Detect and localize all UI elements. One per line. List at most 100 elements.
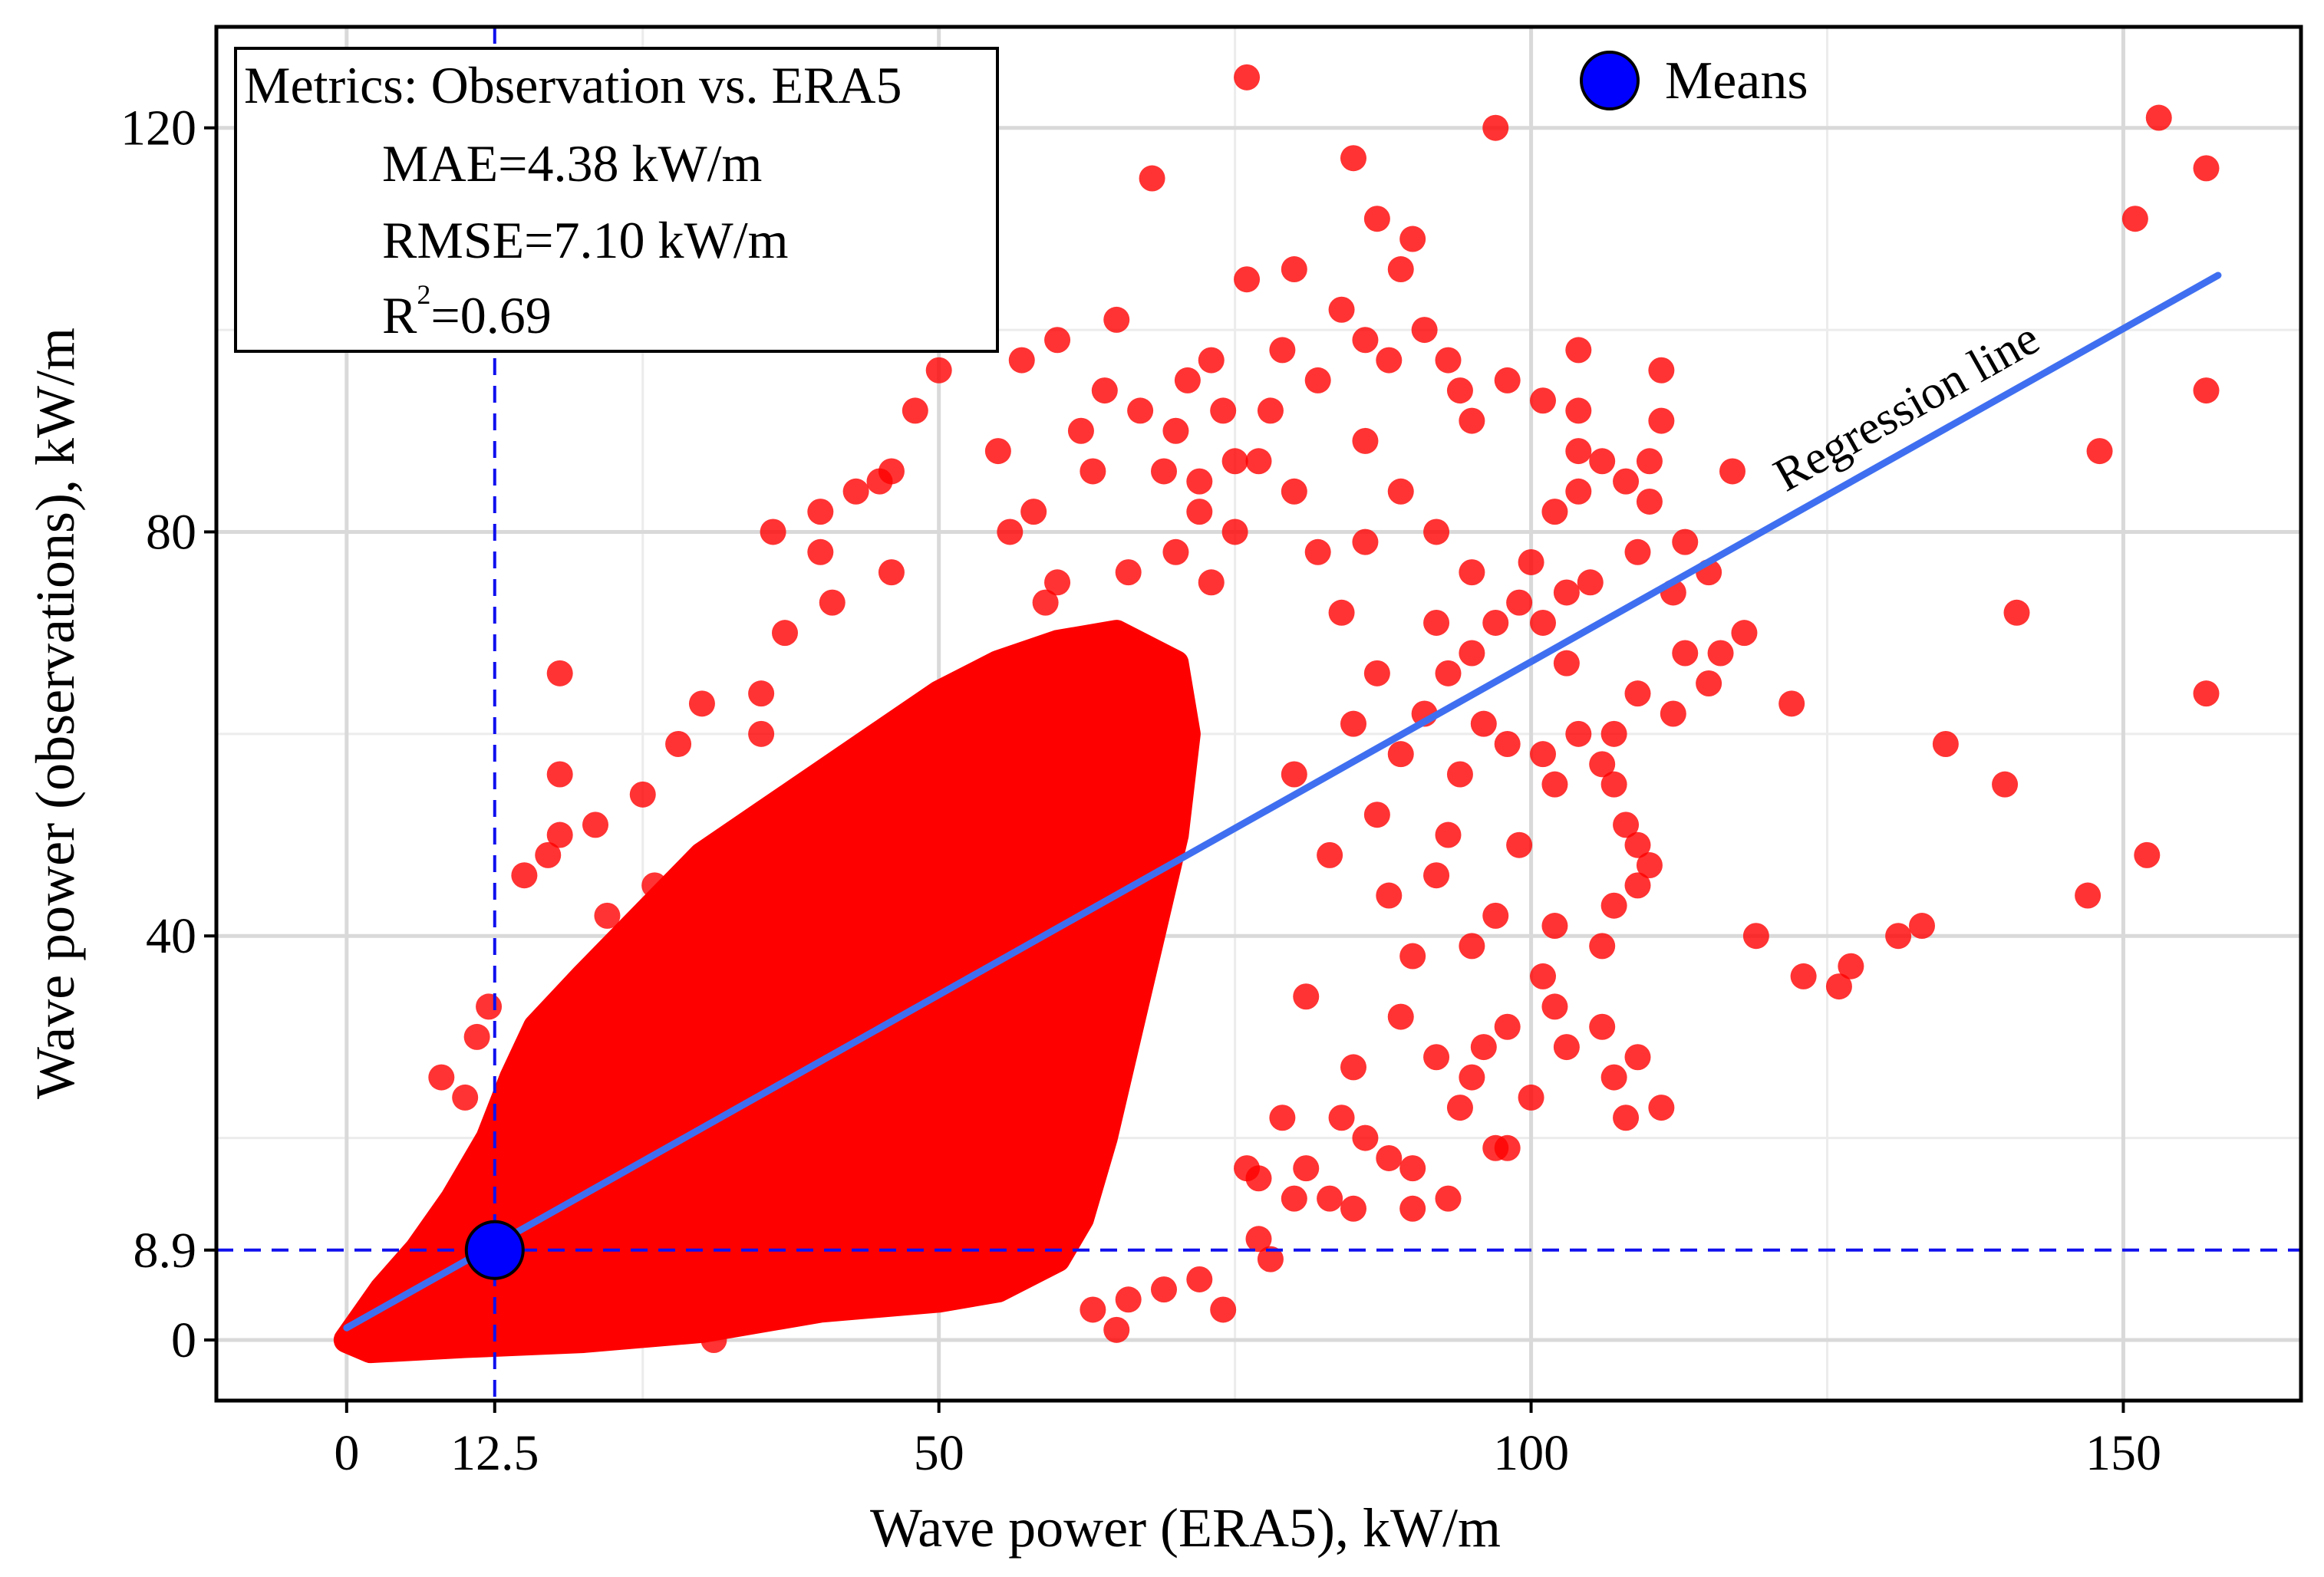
scatter-point: [1020, 499, 1047, 525]
scatter-point: [819, 589, 846, 616]
scatter-point: [641, 872, 668, 899]
scatter-point: [535, 841, 562, 868]
metrics-box-frame: [234, 47, 999, 353]
scatter-point: [1399, 1155, 1426, 1182]
scatter-point: [476, 993, 503, 1020]
scatter-point: [748, 720, 775, 747]
scatter-point: [1044, 327, 1071, 354]
scatter-point: [1482, 1134, 1509, 1161]
scatter-point: [1589, 751, 1616, 778]
scatter-point: [1423, 862, 1450, 889]
metrics-box: Metrics: Observation vs. ERA5 MAE=4.38 k…: [234, 47, 999, 353]
scatter-point: [1317, 841, 1343, 868]
scatter-point: [1589, 1013, 1616, 1040]
scatter-point: [1624, 1044, 1651, 1071]
scatter-point: [1613, 1105, 1640, 1131]
scatter-point: [1932, 731, 1959, 758]
scatter-point: [1565, 720, 1592, 747]
scatter-point: [1885, 923, 1912, 950]
scatter-point: [1281, 1185, 1307, 1212]
scatter-point: [1648, 407, 1675, 434]
scatter-point: [1506, 589, 1533, 616]
y-axis-title: Wave power (observations), kW/m: [25, 328, 86, 1099]
metrics-rmse: RMSE=7.10 kW/m: [382, 211, 789, 269]
scatter-point: [1186, 499, 1213, 525]
scatter-point: [1352, 528, 1379, 555]
scatter-point: [1198, 347, 1225, 374]
scatter-point: [1174, 367, 1201, 393]
scatter-point: [1210, 1296, 1237, 1323]
scatter-point: [1518, 1084, 1544, 1111]
legend-means-marker: [1580, 51, 1640, 110]
legend: Means: [1580, 51, 1808, 110]
scatter-point: [1518, 548, 1544, 575]
scatter-point: [1127, 397, 1154, 424]
scatter-point: [1600, 720, 1627, 747]
scatter-point: [1494, 731, 1521, 758]
scatter-point: [1600, 771, 1627, 798]
regression-line: [343, 272, 2222, 1332]
scatter-point: [1080, 1296, 1106, 1323]
scatter-point: [1459, 1064, 1485, 1091]
scatter-point: [1446, 377, 1473, 404]
scatter-point: [1624, 538, 1651, 565]
x-tick-label: 100: [1493, 1425, 1569, 1481]
scatter-point: [1482, 114, 1509, 141]
scatter-point: [1613, 812, 1640, 838]
scatter-point: [2003, 599, 2030, 626]
scatter-point: [1992, 771, 2019, 798]
scatter-point: [1459, 559, 1485, 586]
scatter-point: [1494, 1013, 1521, 1040]
scatter-point: [1387, 1003, 1414, 1030]
x-tick-label: 12.5: [450, 1425, 539, 1481]
scatter-point: [1340, 145, 1366, 172]
scatter-point: [1340, 1195, 1366, 1222]
scatter-point: [1363, 802, 1390, 828]
scatter-point: [463, 1023, 490, 1050]
scatter-point: [984, 438, 1011, 465]
scatter-point: [1281, 478, 1307, 505]
y-tick-label: 40: [146, 908, 196, 964]
y-tick-label: 0: [171, 1312, 196, 1368]
scatter-point: [1636, 448, 1663, 475]
scatter-point: [902, 397, 928, 424]
scatter-point: [1269, 1105, 1296, 1131]
scatter-point: [1553, 650, 1580, 677]
scatter-point: [1363, 660, 1390, 686]
scatter-point: [1363, 206, 1390, 232]
metrics-r2-symbol: R: [382, 286, 417, 344]
scatter-point: [2134, 841, 2161, 868]
scatter-point: [1553, 579, 1580, 606]
y-tick-label: 80: [146, 504, 196, 560]
x-tick-label: 150: [2085, 1425, 2161, 1481]
scatter-point: [1541, 993, 1568, 1020]
scatter-point: [1909, 913, 1935, 940]
scatter-point: [1387, 478, 1414, 505]
scatter-point: [1399, 226, 1426, 252]
scatter-point: [1399, 1195, 1426, 1222]
scatter-point: [688, 690, 715, 717]
scatter-point: [1387, 256, 1414, 283]
scatter-point: [1245, 448, 1272, 475]
metrics-mae: MAE=4.38 kW/m: [382, 134, 762, 193]
scatter-point: [2145, 104, 2172, 131]
scatter-point: [1411, 317, 1438, 344]
scatter-point: [1541, 771, 1568, 798]
scatter-point: [1032, 589, 1059, 616]
scatter-point: [1530, 741, 1556, 768]
scatter-point: [1328, 296, 1355, 323]
scatter-point: [2075, 882, 2101, 909]
scatter-point: [1304, 538, 1331, 565]
scatter-point: [1459, 933, 1485, 960]
scatter-point: [1660, 700, 1686, 727]
regression-line-group: Regression line: [343, 272, 2222, 1332]
scatter-point: [1565, 337, 1592, 364]
scatter-point: [1696, 670, 1722, 696]
scatter-point: [1435, 660, 1462, 686]
scatter-point: [1221, 448, 1248, 475]
scatter-point: [1624, 872, 1651, 899]
metrics-title: Metrics: Observation vs. ERA5: [244, 56, 902, 114]
scatter-point: [546, 660, 573, 686]
scatter-point: [452, 1084, 479, 1111]
